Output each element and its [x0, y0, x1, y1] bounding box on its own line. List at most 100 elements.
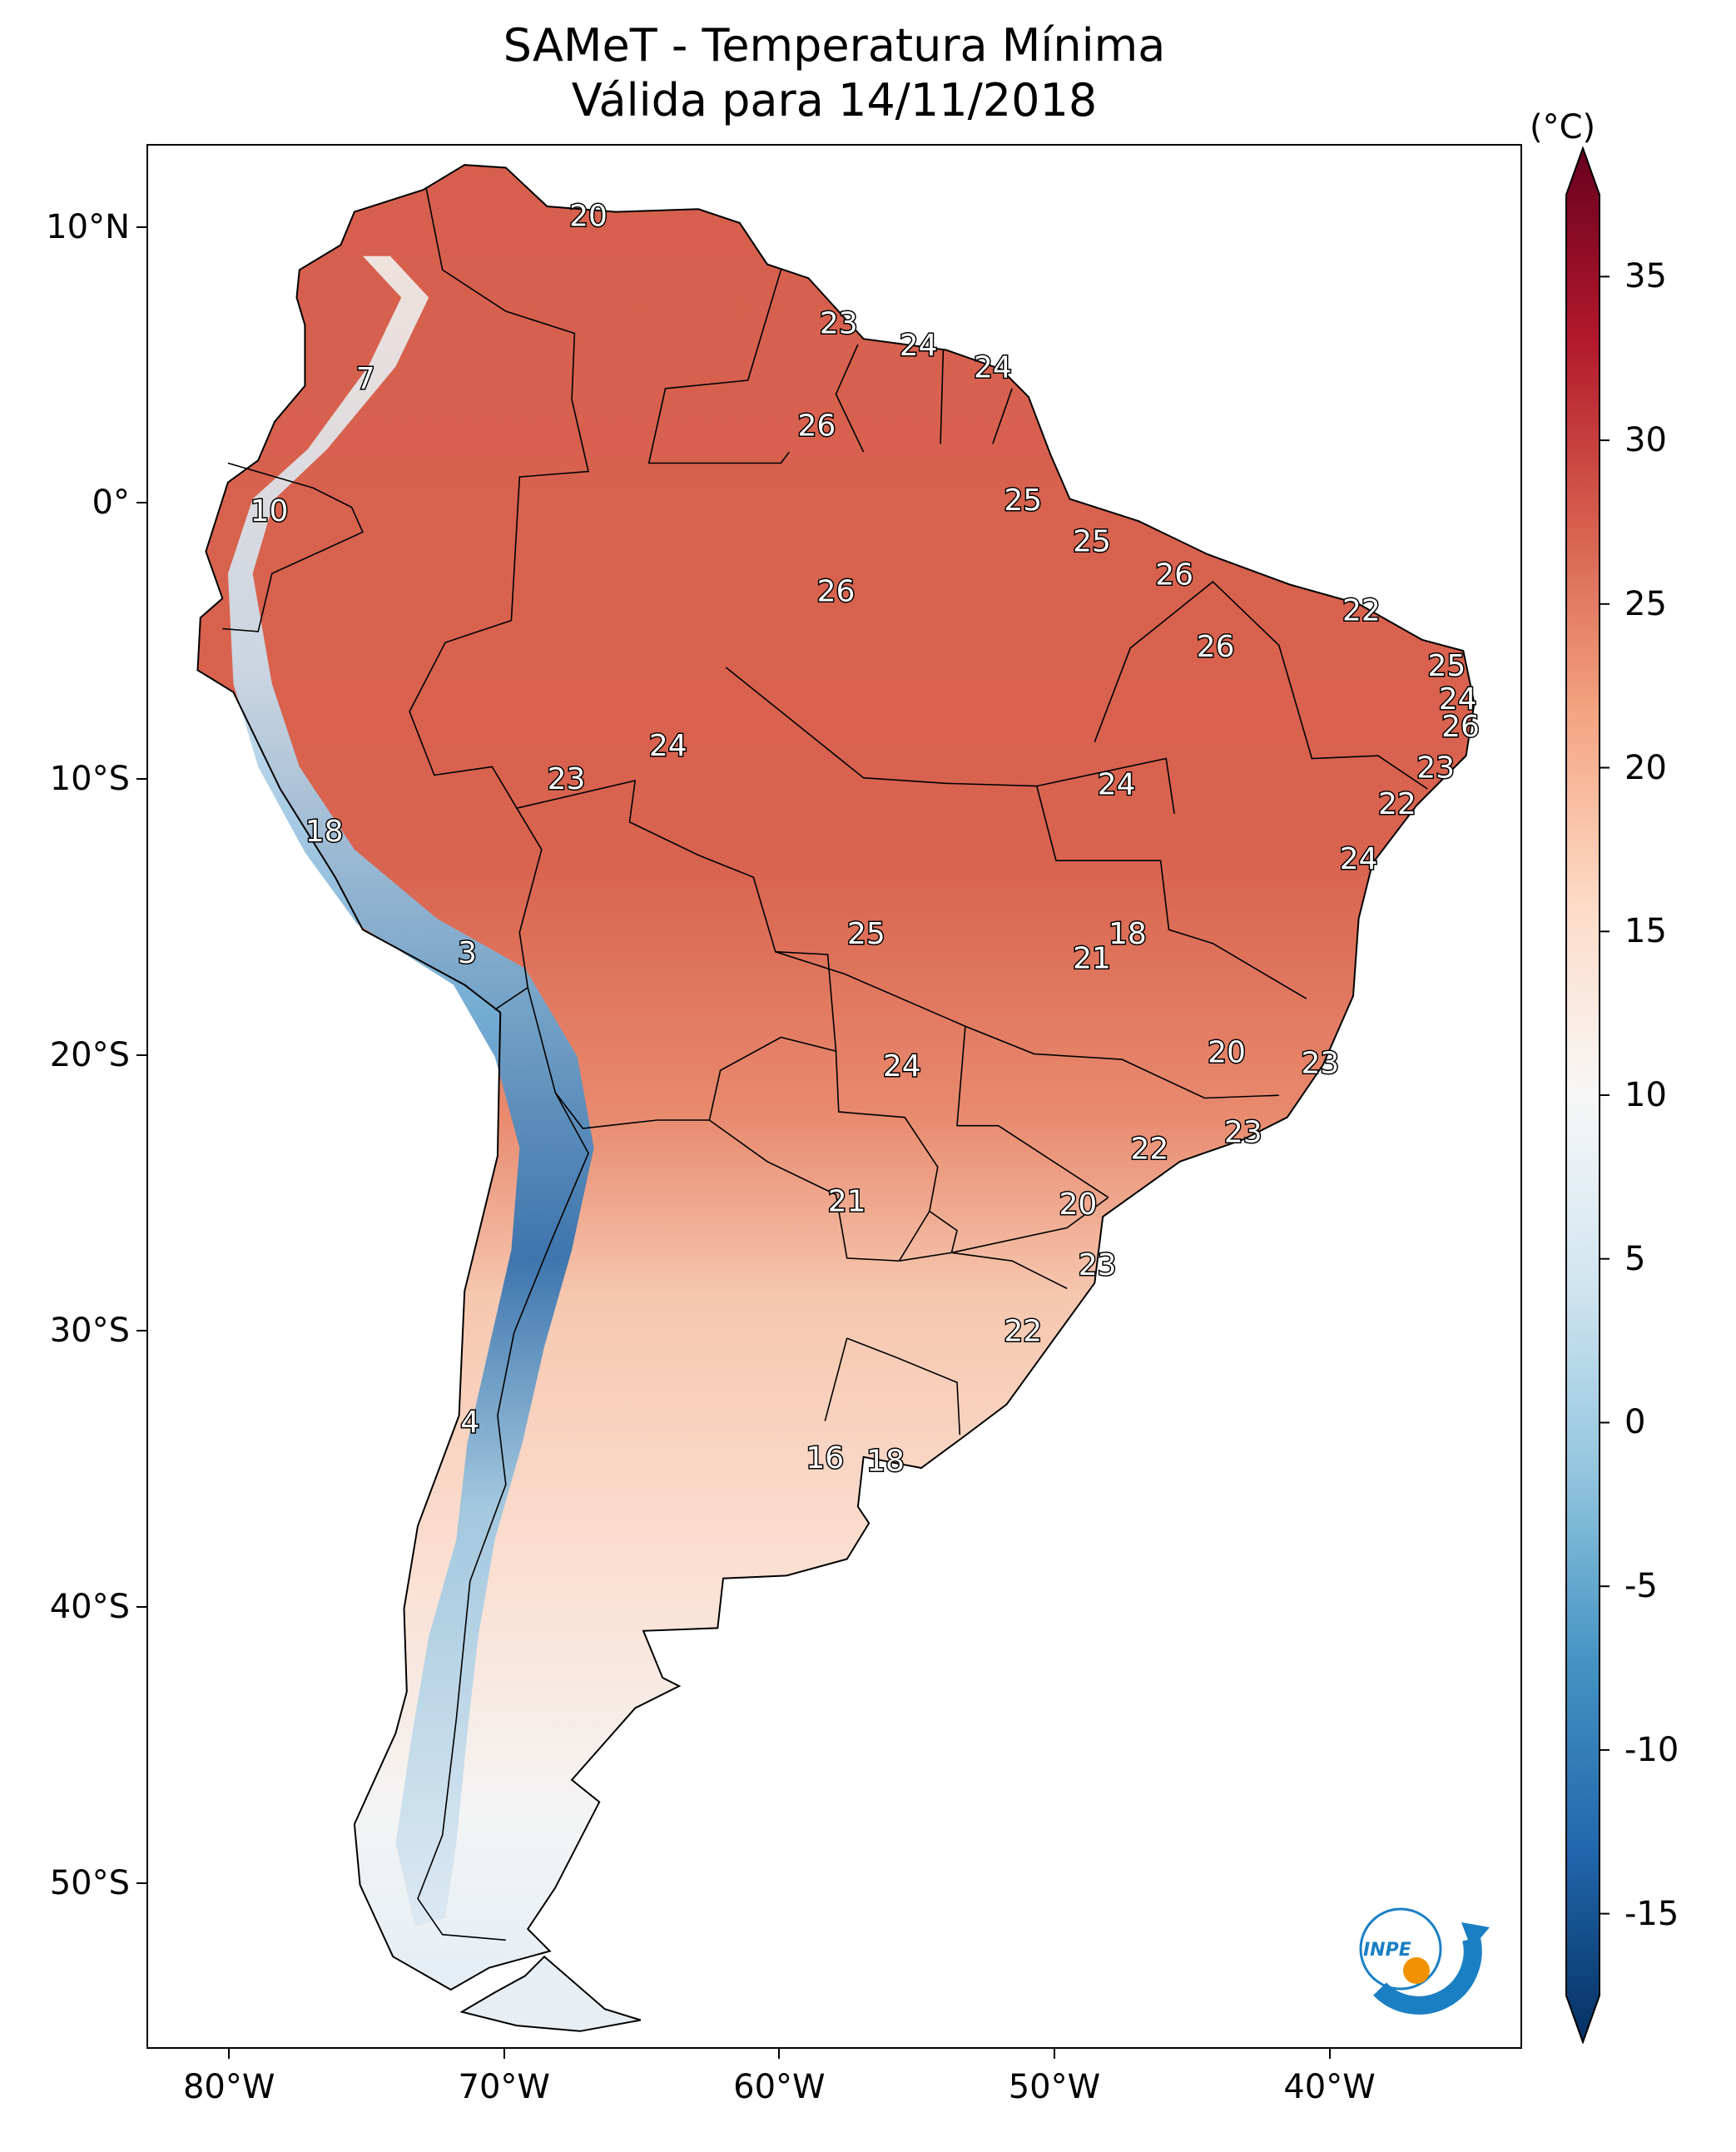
station-temperature-label: 25 — [1427, 649, 1466, 683]
colorbar-scale — [1565, 146, 1600, 2044]
border-line — [708, 1051, 939, 1262]
station-temperature-label: 24 — [883, 1049, 921, 1083]
station-temperature-label: 24 — [1340, 842, 1378, 876]
colorbar-tick-label: 20 — [1624, 748, 1667, 787]
station-temperature-label: 20 — [569, 199, 608, 233]
border-line — [835, 344, 865, 453]
tierra-del-fuego-coastline — [459, 1955, 642, 2032]
station-temperature-label: 24 — [974, 351, 1012, 385]
station-temperature-label: 23 — [1301, 1047, 1339, 1081]
border-line — [956, 1026, 1109, 1198]
latitude-tick-mark — [136, 1330, 146, 1332]
station-temperature-label: 18 — [305, 815, 344, 849]
longitude-tick-mark — [1328, 2049, 1331, 2059]
border-line — [222, 462, 364, 632]
station-temperature-label: 24 — [900, 329, 938, 363]
border-line — [417, 1092, 589, 1941]
title-line-1: SAMeT - Temperatura Mínima — [503, 19, 1166, 72]
colorbar-tick-label: -15 — [1624, 1894, 1679, 1933]
latitude-tick-label: 10°S — [49, 760, 130, 798]
south-america-landmass — [197, 165, 1475, 1991]
colorbar-unit: (°C) — [1530, 108, 1596, 146]
border-line — [846, 1337, 961, 1435]
station-temperature-label: 22 — [1378, 787, 1416, 821]
station-temperature-label: 24 — [649, 729, 687, 763]
longitude-tick-label: 70°W — [458, 2068, 550, 2106]
colorbar-ticks — [1600, 275, 1610, 1915]
temperature-colorbar — [1565, 146, 1610, 2044]
logo-arc — [1373, 1936, 1482, 2015]
latitude-tick-mark — [136, 1606, 146, 1609]
south-america-temperature-map: 2023242472625102526262226252426232224242… — [196, 164, 1481, 2032]
longitude-tick-label: 40°W — [1283, 2068, 1376, 2106]
longitude-tick-label: 50°W — [1008, 2068, 1101, 2106]
latitude-tick-mark — [136, 778, 146, 780]
longitude-tick-mark — [778, 2049, 781, 2059]
station-temperature-label: 18 — [866, 1444, 905, 1478]
station-temperature-label: 21 — [828, 1185, 866, 1219]
inpe-logo: INPE — [1359, 1907, 1490, 2015]
station-temperature-label: 22 — [1342, 594, 1381, 628]
station-temperature-label: 20 — [1208, 1035, 1246, 1069]
station-temperature-label: 25 — [1004, 483, 1042, 518]
station-temperature-label: 26 — [1155, 558, 1193, 593]
border-line — [951, 1197, 1109, 1254]
latitude-tick-mark — [136, 502, 146, 504]
station-temperature-label: 21 — [1073, 942, 1111, 976]
latitude-tick-label: 10°N — [46, 207, 130, 246]
latitude-tick-label: 50°S — [49, 1863, 130, 1902]
station-temperature-label: 26 — [797, 409, 836, 443]
border-line — [409, 619, 543, 1010]
longitude-tick-label: 80°W — [182, 2068, 275, 2106]
station-temperature-label: 22 — [1130, 1133, 1168, 1167]
map-title: SAMeT - Temperatura Mínima Válida para 1… — [146, 18, 1522, 128]
station-temperature-label: 16 — [806, 1441, 844, 1475]
station-temperature-label: 25 — [1073, 525, 1111, 559]
station-temperature-label: 26 — [1441, 710, 1480, 744]
coastline — [196, 164, 1476, 1991]
border-line — [425, 186, 589, 621]
station-temperature-label: 23 — [820, 307, 858, 341]
title-line-2: Válida para 14/11/2018 — [571, 74, 1098, 126]
andes-cold-band — [227, 255, 594, 1926]
border-line — [725, 667, 1175, 814]
station-temperature-label: 10 — [250, 494, 289, 528]
colorbar-tick-label: 35 — [1624, 257, 1667, 296]
station-temperature-label: 4 — [460, 1406, 479, 1440]
border-line — [992, 388, 1013, 444]
country-borders — [196, 164, 1476, 2032]
latitude-tick-label: 40°S — [49, 1588, 130, 1627]
logo-ring — [1359, 1907, 1442, 1991]
border-line — [824, 1337, 848, 1421]
colorbar-tick-label: -5 — [1624, 1567, 1658, 1606]
border-line — [647, 270, 790, 464]
border-line — [1036, 786, 1307, 999]
station-temperature-label: 24 — [1439, 682, 1477, 717]
longitude-tick-mark — [228, 2049, 231, 2059]
border-line — [1094, 581, 1428, 790]
station-temperature-label: 7 — [356, 362, 375, 396]
tierra-del-fuego — [461, 1956, 641, 2031]
station-temperature-label: 25 — [847, 917, 885, 951]
longitude-tick-label: 60°W — [733, 2068, 826, 2106]
border-line — [775, 950, 1279, 1099]
border-line — [951, 1252, 1068, 1290]
station-temperature-label: 23 — [1224, 1116, 1262, 1150]
latitude-tick-mark — [136, 226, 146, 228]
station-temperature-label: 23 — [548, 762, 586, 796]
station-temperature-label: 26 — [817, 574, 856, 608]
latitude-tick-label: 30°S — [49, 1312, 130, 1351]
land-fill — [197, 165, 1475, 2031]
station-temperature-label: 26 — [1197, 630, 1235, 664]
station-temperature-label: 23 — [1416, 751, 1455, 786]
colorbar-tick-label: 10 — [1624, 1076, 1667, 1114]
colorbar-tick-label: 30 — [1624, 421, 1667, 460]
andes-cold-region — [227, 255, 594, 1926]
latitude-tick-mark — [136, 1882, 146, 1884]
longitude-tick-mark — [503, 2049, 505, 2059]
border-line — [940, 350, 945, 444]
longitude-tick-mark — [1053, 2049, 1055, 2059]
station-temperature-label: 22 — [1004, 1315, 1042, 1349]
border-line — [899, 1210, 958, 1262]
latitude-tick-label: 20°S — [49, 1035, 130, 1074]
